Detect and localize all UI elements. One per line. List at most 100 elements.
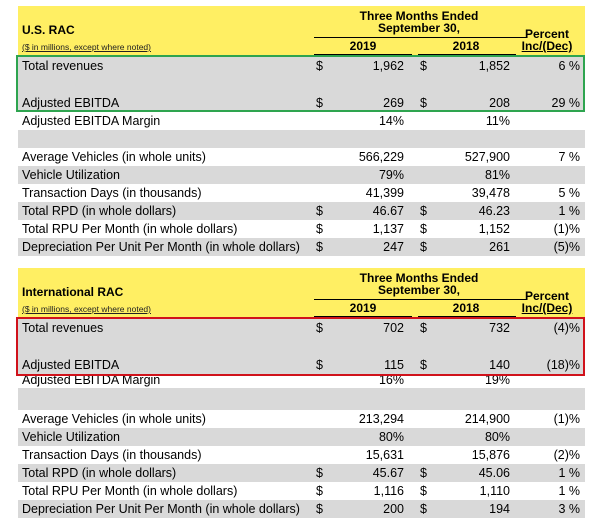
value-2018: 1,852 [478, 59, 510, 73]
units-note: ($ in millions, except where noted) [22, 304, 151, 314]
row-label: Vehicle Utilization [22, 430, 120, 444]
table-row: Adjusted EBITDA Margin 16% 19% [18, 373, 585, 388]
value-2018: 19% [484, 373, 510, 387]
percent-change: 29 % [551, 96, 581, 110]
value-2019: 80% [378, 430, 404, 444]
value-2018: 261 [489, 240, 510, 254]
currency-2019: $ [316, 358, 323, 372]
table-row: Total revenues $1,962 $1,852 6 % [18, 56, 585, 75]
value-2019: 247 [383, 240, 404, 254]
period-header-date: September 30, [377, 283, 461, 297]
value-2019: 1,116 [373, 484, 404, 498]
spacer-row [18, 337, 585, 355]
pct-header: Percent [524, 289, 570, 303]
col-2019-header: 2019 [349, 301, 377, 315]
col-2018-underline [418, 54, 516, 55]
row-label: Depreciation Per Unit Per Month (in whol… [22, 502, 300, 516]
col-2018-underline [418, 316, 516, 317]
value-2018: 45.06 [478, 466, 510, 480]
table-row: Adjusted EBITDA $115 $140 (18)% [18, 355, 585, 374]
value-2018: 140 [489, 358, 510, 372]
table-row: Adjusted EBITDA Margin 14% 11% [18, 112, 585, 130]
row-label: Average Vehicles (in whole units) [22, 412, 206, 426]
percent-change: (2)% [553, 448, 580, 462]
table-row: Total revenues $702 $732 (4)% [18, 318, 585, 337]
value-2018: 732 [489, 321, 510, 335]
value-2019: 79% [378, 168, 404, 182]
value-2018: 214,900 [464, 412, 510, 426]
percent-change: 1 % [558, 484, 580, 498]
currency-2019: $ [316, 222, 323, 236]
table-row: Average Vehicles (in whole units) 213,294… [18, 410, 585, 428]
percent-change: 6 % [558, 59, 580, 73]
value-2018: 1,110 [479, 484, 510, 498]
table-title: U.S. RAC [22, 23, 75, 37]
row-label: Total RPU Per Month (in whole dollars) [22, 484, 238, 498]
value-2019: 15,631 [365, 448, 404, 462]
percent-change: 3 % [558, 502, 580, 516]
table-row: Total RPD (in whole dollars) $45.67 $45.06… [18, 464, 585, 482]
period-header: Three Months Ended [359, 9, 479, 23]
percent-change: (5)% [553, 240, 580, 254]
value-2019: 14% [378, 114, 404, 128]
spacer-row [18, 130, 585, 148]
currency-2019: $ [316, 502, 323, 516]
currency-2019: $ [316, 204, 323, 218]
value-2019: 566,229 [358, 150, 404, 164]
percent-change: (1)% [553, 222, 580, 236]
intl-rac-table: International RAC ($ in millions, except… [18, 268, 585, 526]
value-2018: 39,478 [471, 186, 510, 200]
intl-rac-header: International RAC ($ in millions, except… [18, 268, 585, 318]
currency-2018: $ [420, 59, 427, 73]
table-row: Vehicle Utilization 80% 80% [18, 428, 585, 446]
us-rac-table: U.S. RAC ($ in millions, except where no… [18, 6, 585, 256]
row-label: Total revenues [22, 59, 104, 73]
row-label: Total RPU Per Month (in whole dollars) [22, 222, 238, 236]
currency-2018: $ [420, 222, 427, 236]
row-label: Adjusted EBITDA Margin [22, 373, 161, 387]
value-2018: 11% [485, 114, 510, 128]
percent-change: (1)% [553, 412, 580, 426]
value-2019: 702 [383, 321, 404, 335]
row-label: Average Vehicles (in whole units) [22, 150, 206, 164]
col-2018-header: 2018 [452, 39, 480, 53]
table-row: Transaction Days (in thousands) 15,631 15,… [18, 446, 585, 464]
value-2019: 200 [383, 502, 404, 516]
currency-2018: $ [420, 321, 427, 335]
table-row: Transaction Days (in thousands) 41,399 39,… [18, 184, 585, 202]
currency-2019: $ [316, 321, 323, 335]
period-underline [314, 37, 526, 38]
currency-2018: $ [420, 358, 427, 372]
col-2019-underline [314, 54, 412, 55]
value-2018: 15,876 [471, 448, 510, 462]
value-2019: 213,294 [358, 412, 404, 426]
value-2019: 45.67 [372, 466, 404, 480]
currency-2018: $ [420, 96, 427, 110]
table-row: Total RPU Per Month (in whole dollars) $1… [18, 220, 585, 238]
row-label: Transaction Days (in thousands) [22, 186, 202, 200]
currency-2019: $ [316, 240, 323, 254]
value-2018: 208 [489, 96, 510, 110]
col-2019-underline [314, 316, 412, 317]
table-row: Vehicle Utilization 79% 81% [18, 166, 585, 184]
table-title: International RAC [22, 285, 124, 299]
period-header-date: September 30, [377, 21, 461, 35]
value-2018: 527,900 [464, 150, 510, 164]
currency-2019: $ [316, 484, 323, 498]
row-label: Adjusted EBITDA [22, 96, 120, 110]
row-label: Total RPD (in whole dollars) [22, 466, 177, 480]
currency-2018: $ [420, 204, 427, 218]
table-row: Average Vehicles (in whole units) 566,229… [18, 148, 585, 166]
value-2019: 1,962 [372, 59, 404, 73]
percent-change: 7 % [558, 150, 580, 164]
currency-2018: $ [420, 466, 427, 480]
percent-change: (4)% [553, 321, 580, 335]
value-2018: 194 [489, 502, 510, 516]
value-2019: 1,137 [372, 222, 404, 236]
value-2019: 269 [383, 96, 404, 110]
row-label: Adjusted EBITDA [22, 358, 120, 372]
pct-header: Percent [524, 27, 570, 41]
row-label: Total RPD (in whole dollars) [22, 204, 177, 218]
percent-change: 1 % [558, 204, 580, 218]
row-label: Vehicle Utilization [22, 168, 120, 182]
